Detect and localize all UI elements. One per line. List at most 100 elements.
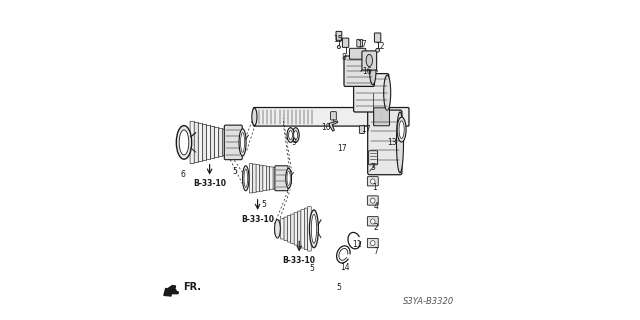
FancyBboxPatch shape: [259, 165, 263, 191]
FancyBboxPatch shape: [357, 39, 362, 47]
Ellipse shape: [399, 121, 404, 139]
FancyBboxPatch shape: [219, 128, 223, 156]
FancyBboxPatch shape: [275, 166, 288, 191]
Ellipse shape: [397, 117, 406, 142]
FancyBboxPatch shape: [360, 126, 365, 133]
Ellipse shape: [289, 131, 292, 140]
Ellipse shape: [275, 220, 280, 238]
FancyBboxPatch shape: [367, 196, 378, 205]
Ellipse shape: [309, 210, 319, 248]
FancyBboxPatch shape: [336, 31, 342, 40]
Text: 11: 11: [352, 240, 362, 249]
Ellipse shape: [311, 214, 317, 243]
Text: 17: 17: [337, 144, 348, 153]
Ellipse shape: [287, 171, 291, 185]
Ellipse shape: [371, 219, 375, 224]
Text: 12: 12: [376, 42, 385, 51]
Text: 3: 3: [371, 164, 375, 172]
FancyBboxPatch shape: [344, 56, 374, 86]
Ellipse shape: [376, 48, 380, 52]
Ellipse shape: [384, 75, 390, 110]
FancyBboxPatch shape: [253, 108, 409, 126]
Text: 8: 8: [342, 53, 346, 62]
FancyBboxPatch shape: [342, 38, 349, 47]
Text: 4: 4: [374, 202, 378, 211]
FancyBboxPatch shape: [308, 207, 311, 251]
FancyBboxPatch shape: [194, 122, 198, 163]
FancyBboxPatch shape: [374, 108, 390, 126]
Text: 7: 7: [374, 247, 378, 256]
Text: 14: 14: [340, 263, 350, 272]
Ellipse shape: [177, 125, 192, 159]
FancyBboxPatch shape: [362, 51, 376, 70]
Text: 5: 5: [310, 264, 314, 273]
FancyBboxPatch shape: [374, 33, 381, 42]
Text: B-33-10: B-33-10: [241, 215, 274, 224]
Ellipse shape: [239, 129, 246, 156]
Polygon shape: [329, 121, 338, 131]
FancyBboxPatch shape: [269, 167, 273, 189]
FancyBboxPatch shape: [214, 127, 219, 157]
FancyBboxPatch shape: [354, 74, 388, 112]
FancyBboxPatch shape: [280, 219, 284, 239]
FancyBboxPatch shape: [211, 126, 215, 158]
Ellipse shape: [243, 166, 249, 191]
Text: 6: 6: [181, 170, 186, 179]
FancyBboxPatch shape: [304, 208, 308, 250]
Text: 5: 5: [337, 284, 342, 292]
Text: FR.: FR.: [183, 282, 201, 292]
FancyArrow shape: [164, 285, 176, 296]
FancyBboxPatch shape: [284, 217, 287, 241]
FancyBboxPatch shape: [291, 214, 294, 244]
FancyBboxPatch shape: [298, 211, 301, 246]
Text: 16: 16: [362, 68, 372, 76]
FancyBboxPatch shape: [207, 125, 211, 159]
Ellipse shape: [244, 169, 248, 188]
Text: 9: 9: [292, 138, 297, 147]
Ellipse shape: [371, 241, 375, 246]
Text: B-33-10: B-33-10: [283, 256, 316, 265]
FancyBboxPatch shape: [198, 123, 202, 162]
FancyBboxPatch shape: [367, 177, 378, 186]
FancyBboxPatch shape: [253, 164, 256, 192]
FancyBboxPatch shape: [294, 212, 298, 245]
Ellipse shape: [397, 112, 404, 173]
FancyBboxPatch shape: [225, 125, 243, 160]
Text: 2: 2: [374, 223, 378, 232]
FancyBboxPatch shape: [367, 110, 402, 175]
FancyBboxPatch shape: [263, 166, 266, 191]
Text: B-33-10: B-33-10: [193, 180, 226, 188]
Text: 10: 10: [321, 124, 332, 132]
FancyBboxPatch shape: [349, 48, 366, 59]
FancyBboxPatch shape: [367, 217, 378, 226]
Ellipse shape: [294, 131, 298, 140]
Text: 17: 17: [357, 40, 367, 49]
FancyBboxPatch shape: [250, 164, 253, 193]
Ellipse shape: [370, 58, 376, 84]
Ellipse shape: [371, 179, 375, 184]
Ellipse shape: [287, 128, 294, 142]
FancyBboxPatch shape: [256, 165, 260, 192]
Ellipse shape: [292, 128, 300, 142]
FancyBboxPatch shape: [266, 166, 270, 190]
Text: 1: 1: [372, 183, 377, 192]
Ellipse shape: [179, 130, 189, 155]
Text: 5: 5: [262, 200, 266, 209]
Text: 13: 13: [387, 138, 397, 147]
Ellipse shape: [252, 108, 257, 125]
FancyBboxPatch shape: [331, 112, 337, 120]
Text: S3YA-B3320: S3YA-B3320: [403, 297, 454, 306]
Text: 17: 17: [362, 125, 371, 134]
Ellipse shape: [285, 168, 292, 188]
FancyBboxPatch shape: [287, 216, 291, 242]
Ellipse shape: [337, 45, 340, 49]
FancyBboxPatch shape: [202, 124, 207, 161]
Text: 5: 5: [233, 167, 237, 176]
FancyBboxPatch shape: [273, 168, 276, 189]
FancyBboxPatch shape: [190, 121, 195, 164]
FancyBboxPatch shape: [223, 129, 227, 156]
FancyBboxPatch shape: [369, 151, 378, 165]
Text: 15: 15: [333, 36, 342, 44]
Ellipse shape: [371, 198, 375, 203]
FancyBboxPatch shape: [367, 238, 378, 248]
